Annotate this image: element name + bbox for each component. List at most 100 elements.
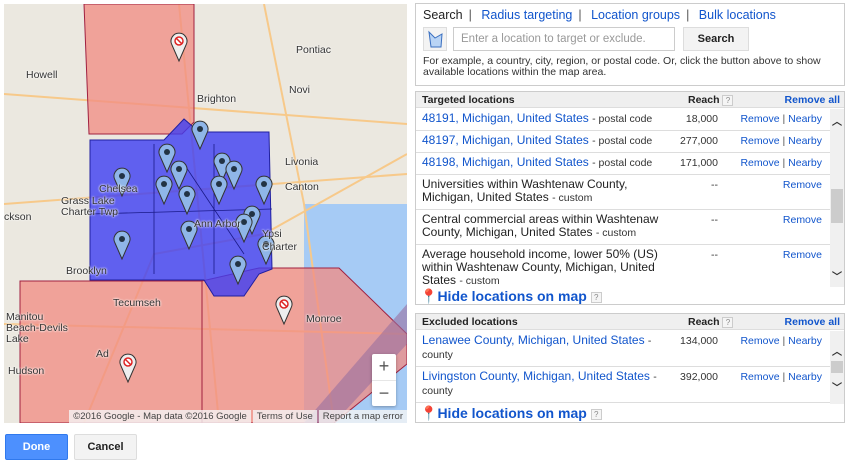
tab-radius-targeting[interactable]: Radius targeting: [481, 8, 573, 22]
location-name: Average household income, lower 50% (US)…: [422, 247, 658, 287]
report-error-link[interactable]: Report a map error: [318, 410, 407, 423]
help-icon[interactable]: ?: [590, 408, 602, 420]
remove-link[interactable]: Remove: [782, 179, 822, 191]
map-place-label: Ypsi: [262, 228, 282, 240]
remove-link[interactable]: Remove: [740, 335, 780, 347]
zoom-in-button[interactable]: +: [378, 356, 390, 376]
scroll-thumb[interactable]: [831, 189, 843, 223]
help-icon[interactable]: ?: [722, 316, 734, 328]
reach-value: --: [711, 179, 718, 191]
zoom-control: + −: [372, 354, 396, 406]
location-row: 48191, Michigan, United States - postal …: [416, 109, 830, 131]
targeted-pin-icon[interactable]: [225, 160, 243, 191]
map-canvas[interactable]: [4, 4, 407, 423]
reach-value: 134,000: [680, 335, 718, 347]
terms-link[interactable]: Terms of Use: [252, 410, 317, 423]
remove-all-excluded[interactable]: Remove all: [784, 316, 840, 328]
hide-targeted-on-map[interactable]: 📍Hide locations on map ?: [416, 287, 844, 304]
tab-search[interactable]: Search: [423, 8, 463, 22]
targeted-pin-icon[interactable]: [180, 220, 198, 251]
map-place-label: Chelsea: [99, 183, 138, 195]
targeted-pin-icon[interactable]: [113, 230, 131, 261]
excluded-locations-panel: Excluded locations Reach ? Remove all Le…: [415, 313, 845, 423]
tab-bulk-locations[interactable]: Bulk locations: [698, 8, 776, 22]
reach-value: 18,000: [685, 113, 718, 125]
help-icon[interactable]: ?: [590, 291, 602, 303]
targeted-scrollbar[interactable]: ︿ ﹀: [830, 109, 844, 287]
location-row: Livingston County, Michigan, United Stat…: [416, 367, 830, 403]
nearby-link[interactable]: Nearby: [788, 157, 822, 169]
excluded-scrollbar[interactable]: ︿ ﹀: [830, 331, 844, 404]
search-button[interactable]: Search: [683, 27, 749, 51]
draw-polygon-button[interactable]: [423, 27, 447, 51]
excluded-region-livingston[interactable]: [83, 4, 195, 135]
scroll-up-icon[interactable]: ︿: [832, 117, 842, 128]
cancel-button[interactable]: Cancel: [74, 434, 137, 460]
zoom-out-button[interactable]: −: [372, 380, 396, 406]
map-attribution: ©2016 Google - Map data ©2016 Google Ter…: [67, 410, 407, 423]
reach-header: Reach: [688, 94, 720, 106]
excluded-pin-icon[interactable]: [119, 353, 137, 384]
targeted-pin-icon[interactable]: [235, 213, 253, 244]
location-type: - postal code: [592, 157, 653, 169]
remove-link[interactable]: Remove: [740, 371, 780, 383]
location-type: - custom: [459, 275, 500, 287]
location-link[interactable]: 48198, Michigan, United States: [422, 155, 589, 169]
reach-value: 392,000: [680, 371, 718, 383]
targeted-pin-icon[interactable]: [229, 255, 247, 286]
scroll-thumb[interactable]: [831, 361, 843, 373]
hide-excluded-on-map[interactable]: 📍Hide locations on map ?: [416, 404, 844, 422]
reach-value: --: [711, 249, 718, 261]
location-name: Central commercial areas within Washtena…: [422, 212, 659, 239]
location-search-input[interactable]: Enter a location to target or exclude.: [453, 27, 675, 51]
copyright: ©2016 Google - Map data ©2016 Google: [69, 410, 251, 423]
targeted-pin-icon[interactable]: [170, 160, 188, 191]
remove-link[interactable]: Remove: [782, 214, 822, 226]
targeted-pin-icon[interactable]: [158, 143, 176, 174]
nearby-link[interactable]: Nearby: [788, 335, 822, 347]
lake-overlap: [304, 304, 407, 423]
targeted-pin-icon[interactable]: [255, 175, 273, 206]
reach-value: --: [711, 214, 718, 226]
map[interactable]: Howell Pontiac Brighton Novi Livonia Canton Ch…: [4, 4, 407, 423]
location-type: - county: [422, 335, 652, 361]
remove-all-targeted[interactable]: Remove all: [784, 94, 840, 106]
targeted-pin-icon[interactable]: [155, 175, 173, 206]
targeted-pin-icon[interactable]: [113, 167, 131, 198]
remove-link[interactable]: Remove: [740, 157, 780, 169]
scroll-down-icon[interactable]: ﹀: [832, 272, 842, 283]
postal-boundaries: [89, 144, 273, 274]
remove-link[interactable]: Remove: [740, 135, 780, 147]
nearby-link[interactable]: Nearby: [788, 113, 822, 125]
map-place-label: Charter: [262, 241, 298, 253]
excluded-pin-icon[interactable]: [170, 32, 188, 63]
map-place-label: ckson: [4, 211, 32, 223]
location-link[interactable]: 48197, Michigan, United States: [422, 133, 589, 147]
nearby-link[interactable]: Nearby: [788, 371, 822, 383]
location-link[interactable]: 48191, Michigan, United States: [422, 111, 589, 125]
search-tabs: Search | Radius targeting | Location group…: [423, 8, 776, 22]
location-link[interactable]: Livingston County, Michigan, United Stat…: [422, 369, 650, 383]
remove-link[interactable]: Remove: [782, 249, 822, 261]
remove-link[interactable]: Remove: [740, 113, 780, 125]
scroll-up-icon[interactable]: ︿: [832, 347, 842, 358]
excluded-pin-icon[interactable]: [275, 295, 293, 326]
location-link[interactable]: Lenawee County, Michigan, United States: [422, 333, 645, 347]
location-type: - custom: [595, 227, 637, 239]
location-row: 48197, Michigan, United States - postal …: [416, 131, 830, 153]
location-row: Universities within Washtenaw County, Mi…: [416, 175, 830, 210]
map-place-label: Canton: [285, 181, 319, 193]
location-row: Central commercial areas within Washtena…: [416, 210, 830, 245]
map-place-label: Manitou: [6, 311, 44, 323]
targeted-pin-icon[interactable]: [191, 120, 209, 151]
excluded-region-lenawee[interactable]: [19, 280, 203, 423]
targeted-pin-icon[interactable]: [257, 235, 275, 266]
help-icon[interactable]: ?: [722, 94, 734, 106]
targeted-pin-icon[interactable]: [178, 185, 196, 216]
location-row: Average household income, lower 50% (US)…: [416, 245, 830, 288]
done-button[interactable]: Done: [5, 434, 68, 460]
nearby-link[interactable]: Nearby: [788, 135, 822, 147]
scroll-down-icon[interactable]: ﹀: [832, 383, 842, 394]
targeted-pin-icon[interactable]: [210, 175, 228, 206]
tab-location-groups[interactable]: Location groups: [591, 8, 681, 22]
